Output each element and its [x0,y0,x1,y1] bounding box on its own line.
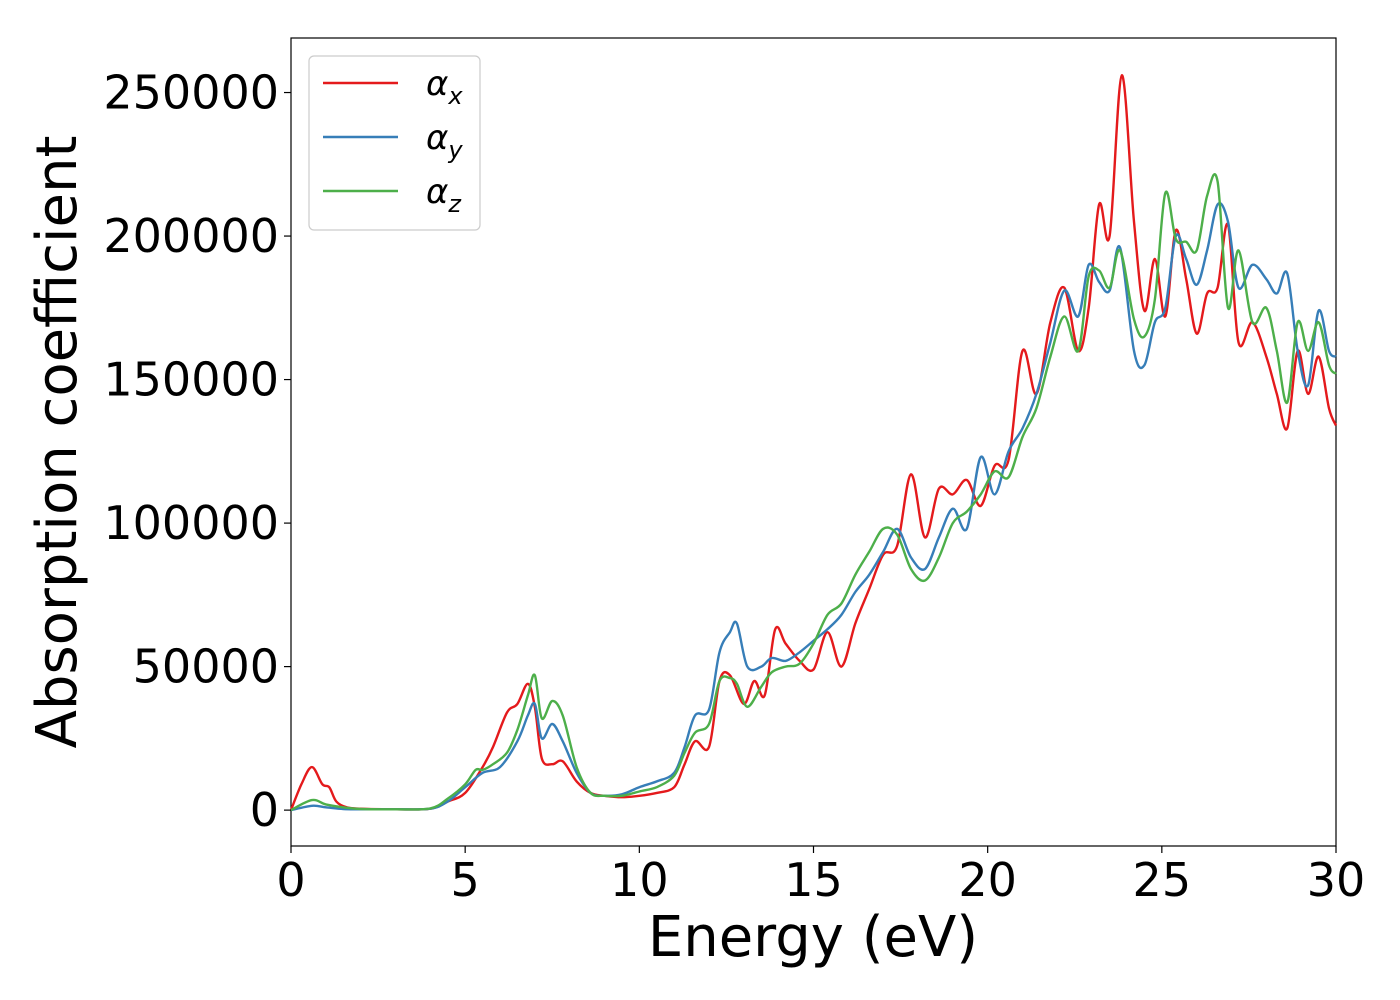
series-line-x [289,74,1338,811]
y-tick-label: 200000 [103,209,279,263]
series-line-z [290,173,1337,812]
legend-box [308,55,481,231]
y-tick-label: 0 [250,783,279,837]
series-line-y [290,202,1337,812]
x-tick-label: 10 [610,853,669,907]
y-tick-label: 250000 [103,66,279,120]
x-tick-label: 25 [1133,853,1192,907]
x-tick-label: 5 [451,853,480,907]
y-tick-label: 150000 [103,353,279,407]
x-axis: 0 5 10 15 20 25 30 [276,846,1365,907]
y-tick-label: 100000 [103,496,279,550]
y-axis: 0 50000 100000 150000 200000 250000 [103,66,291,837]
x-tick-label: 0 [276,853,305,907]
series-layer [289,74,1338,812]
x-axis-title: Energy (eV) [648,905,978,970]
y-tick-label: 50000 [133,640,279,694]
x-tick-label: 30 [1307,853,1366,907]
y-axis-title: Absorption coefficient [25,136,90,749]
x-tick-label: 20 [958,853,1017,907]
x-tick-label: 15 [784,853,843,907]
